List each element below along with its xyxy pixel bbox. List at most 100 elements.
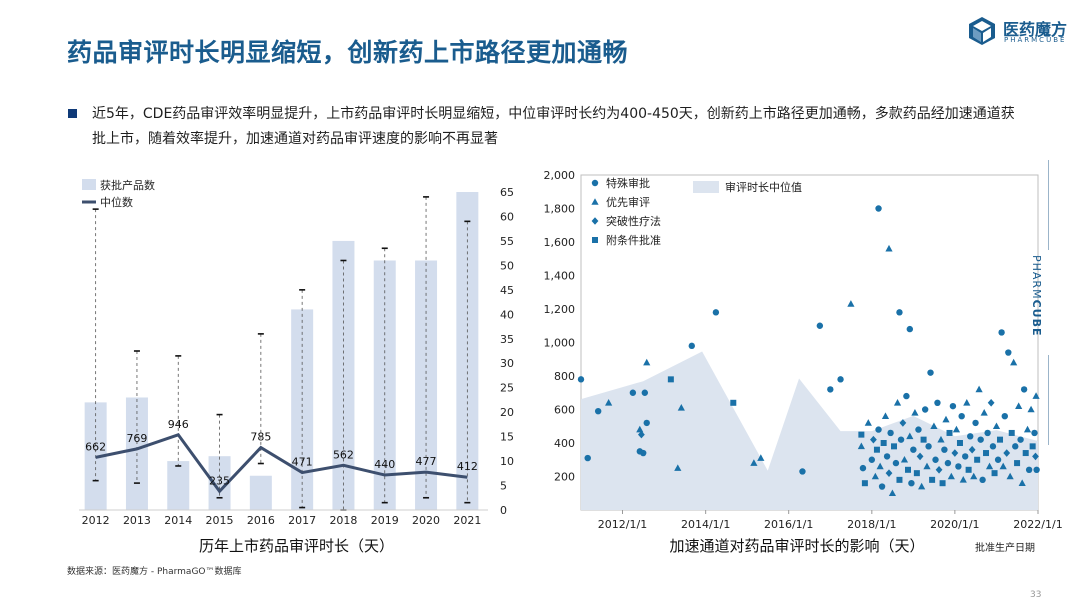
x-tick-label: 2021 — [453, 514, 481, 527]
x-tick-label: 2018 — [329, 514, 357, 527]
scatter-point — [903, 392, 910, 400]
scatter-point — [968, 445, 976, 454]
x-tick-label: 2022/1/1 — [1013, 518, 1062, 531]
legend-marker — [591, 217, 599, 225]
scatter-point — [712, 309, 720, 316]
y-tick-label: 800 — [554, 370, 575, 383]
y-tick-label: 2,000 — [544, 169, 576, 182]
scatter-point — [640, 449, 647, 457]
scatter-point — [991, 470, 998, 477]
x-tick-label: 2016/1/1 — [764, 518, 813, 531]
scatter-point — [997, 436, 1004, 443]
scatter-point — [1008, 429, 1015, 436]
x-tick-label: 2015 — [206, 514, 234, 527]
scatter-point — [888, 489, 897, 497]
scatter-point — [908, 480, 915, 487]
scatter-point — [883, 453, 891, 460]
scatter-point — [975, 385, 983, 393]
scatter-point — [979, 476, 986, 484]
scatter-point — [847, 300, 855, 307]
scatter-point — [870, 435, 877, 444]
legend-area-label: 审评时长中位值 — [725, 180, 802, 194]
summary-text: 近5年，CDE药品审评效率明显提升，上市药品审评时长明显缩短，中位审评时长约为4… — [92, 106, 1015, 147]
scatter-point — [871, 472, 879, 480]
median-data-label: 562 — [333, 448, 354, 461]
scatter-point — [958, 413, 965, 420]
right-y-tick-label: 35 — [500, 333, 514, 346]
scatter-point — [906, 432, 914, 440]
scatter-point — [1006, 472, 1014, 480]
scatter-point — [873, 446, 880, 453]
scatter-point — [939, 480, 946, 487]
scatter-point — [942, 415, 950, 423]
scatter-point — [937, 435, 945, 443]
scatter-point — [910, 446, 917, 453]
scatter-point — [1020, 386, 1028, 393]
scatter-point — [911, 409, 919, 416]
legend-bar-label: 获批产品数 — [100, 178, 155, 192]
scatter-point — [827, 386, 834, 393]
scatter-point — [932, 456, 939, 463]
scatter-point — [837, 376, 844, 383]
median-area — [581, 351, 1038, 510]
side-brand-light: PHARM — [1030, 255, 1043, 300]
y-tick-label: 1,200 — [544, 303, 576, 316]
scatter-point — [974, 456, 981, 463]
scatter-point — [989, 443, 997, 450]
data-source: 数据来源：医药魔方 - PharmaGO™数据库 — [67, 567, 242, 577]
right-y-tick-label: 30 — [500, 357, 514, 370]
median-data-label: 471 — [292, 456, 313, 469]
scatter-point — [893, 399, 902, 406]
scatter-point — [1015, 402, 1023, 409]
median-data-label: 235 — [209, 474, 230, 487]
scatter-point — [946, 429, 953, 436]
logo-name: 医药魔方 — [1003, 20, 1068, 39]
median-data-label: 440 — [374, 458, 395, 471]
right-y-tick-label: 60 — [500, 210, 514, 223]
right-y-tick-label: 25 — [500, 382, 514, 395]
scatter-point — [577, 376, 585, 383]
scatter-point — [963, 399, 971, 406]
scatter-point — [970, 472, 978, 480]
right-y-tick-label: 65 — [500, 186, 514, 199]
scatter-point — [858, 431, 865, 438]
scatter-point — [985, 462, 994, 470]
median-data-label: 662 — [85, 440, 106, 453]
x-tick-label: 2012 — [82, 514, 110, 527]
scatter-point — [880, 440, 887, 446]
median-data-label: 477 — [416, 455, 437, 468]
scatter-point — [857, 442, 865, 450]
x-axis-title: 加速通道对药品审评时长的影响（天） — [669, 537, 924, 555]
right-y-tick-label: 45 — [500, 284, 514, 297]
x-tick-label: 2018/1/1 — [847, 518, 896, 531]
scatter-point — [861, 480, 868, 487]
scatter-point — [1014, 460, 1021, 467]
side-divider-bottom — [1048, 355, 1049, 445]
median-data-label: 785 — [250, 431, 271, 444]
scatter-point — [594, 407, 602, 415]
bar — [373, 260, 396, 510]
median-data-label: 769 — [126, 432, 147, 445]
scatter-point — [959, 476, 967, 483]
scatter-point — [918, 482, 926, 490]
scatter-point — [891, 443, 898, 450]
scatter-point — [641, 389, 649, 396]
scatter-point — [1032, 392, 1040, 399]
scatter-point — [1031, 429, 1038, 437]
scatter-point — [952, 425, 961, 433]
x-tick-label: 2017 — [288, 514, 316, 527]
x-tick-label: 2014 — [164, 514, 192, 527]
side-brand: PHARMCUBE — [1030, 255, 1043, 336]
scatter-point — [987, 399, 995, 407]
bullet-square-icon — [68, 109, 77, 118]
scatter-point — [927, 369, 934, 376]
page-title: 药品审评时长明显缩短，创新药上市路径更加通畅 — [67, 38, 629, 67]
scatter-point — [941, 446, 948, 453]
y-tick-label: 1,800 — [544, 203, 576, 216]
scatter-point — [750, 459, 758, 466]
y-tick-label: 1,400 — [544, 270, 576, 283]
legend-label: 附条件批准 — [606, 233, 661, 247]
legend-area-swatch — [693, 181, 719, 193]
scatter-point — [1027, 405, 1035, 413]
legend-marker — [591, 198, 599, 205]
